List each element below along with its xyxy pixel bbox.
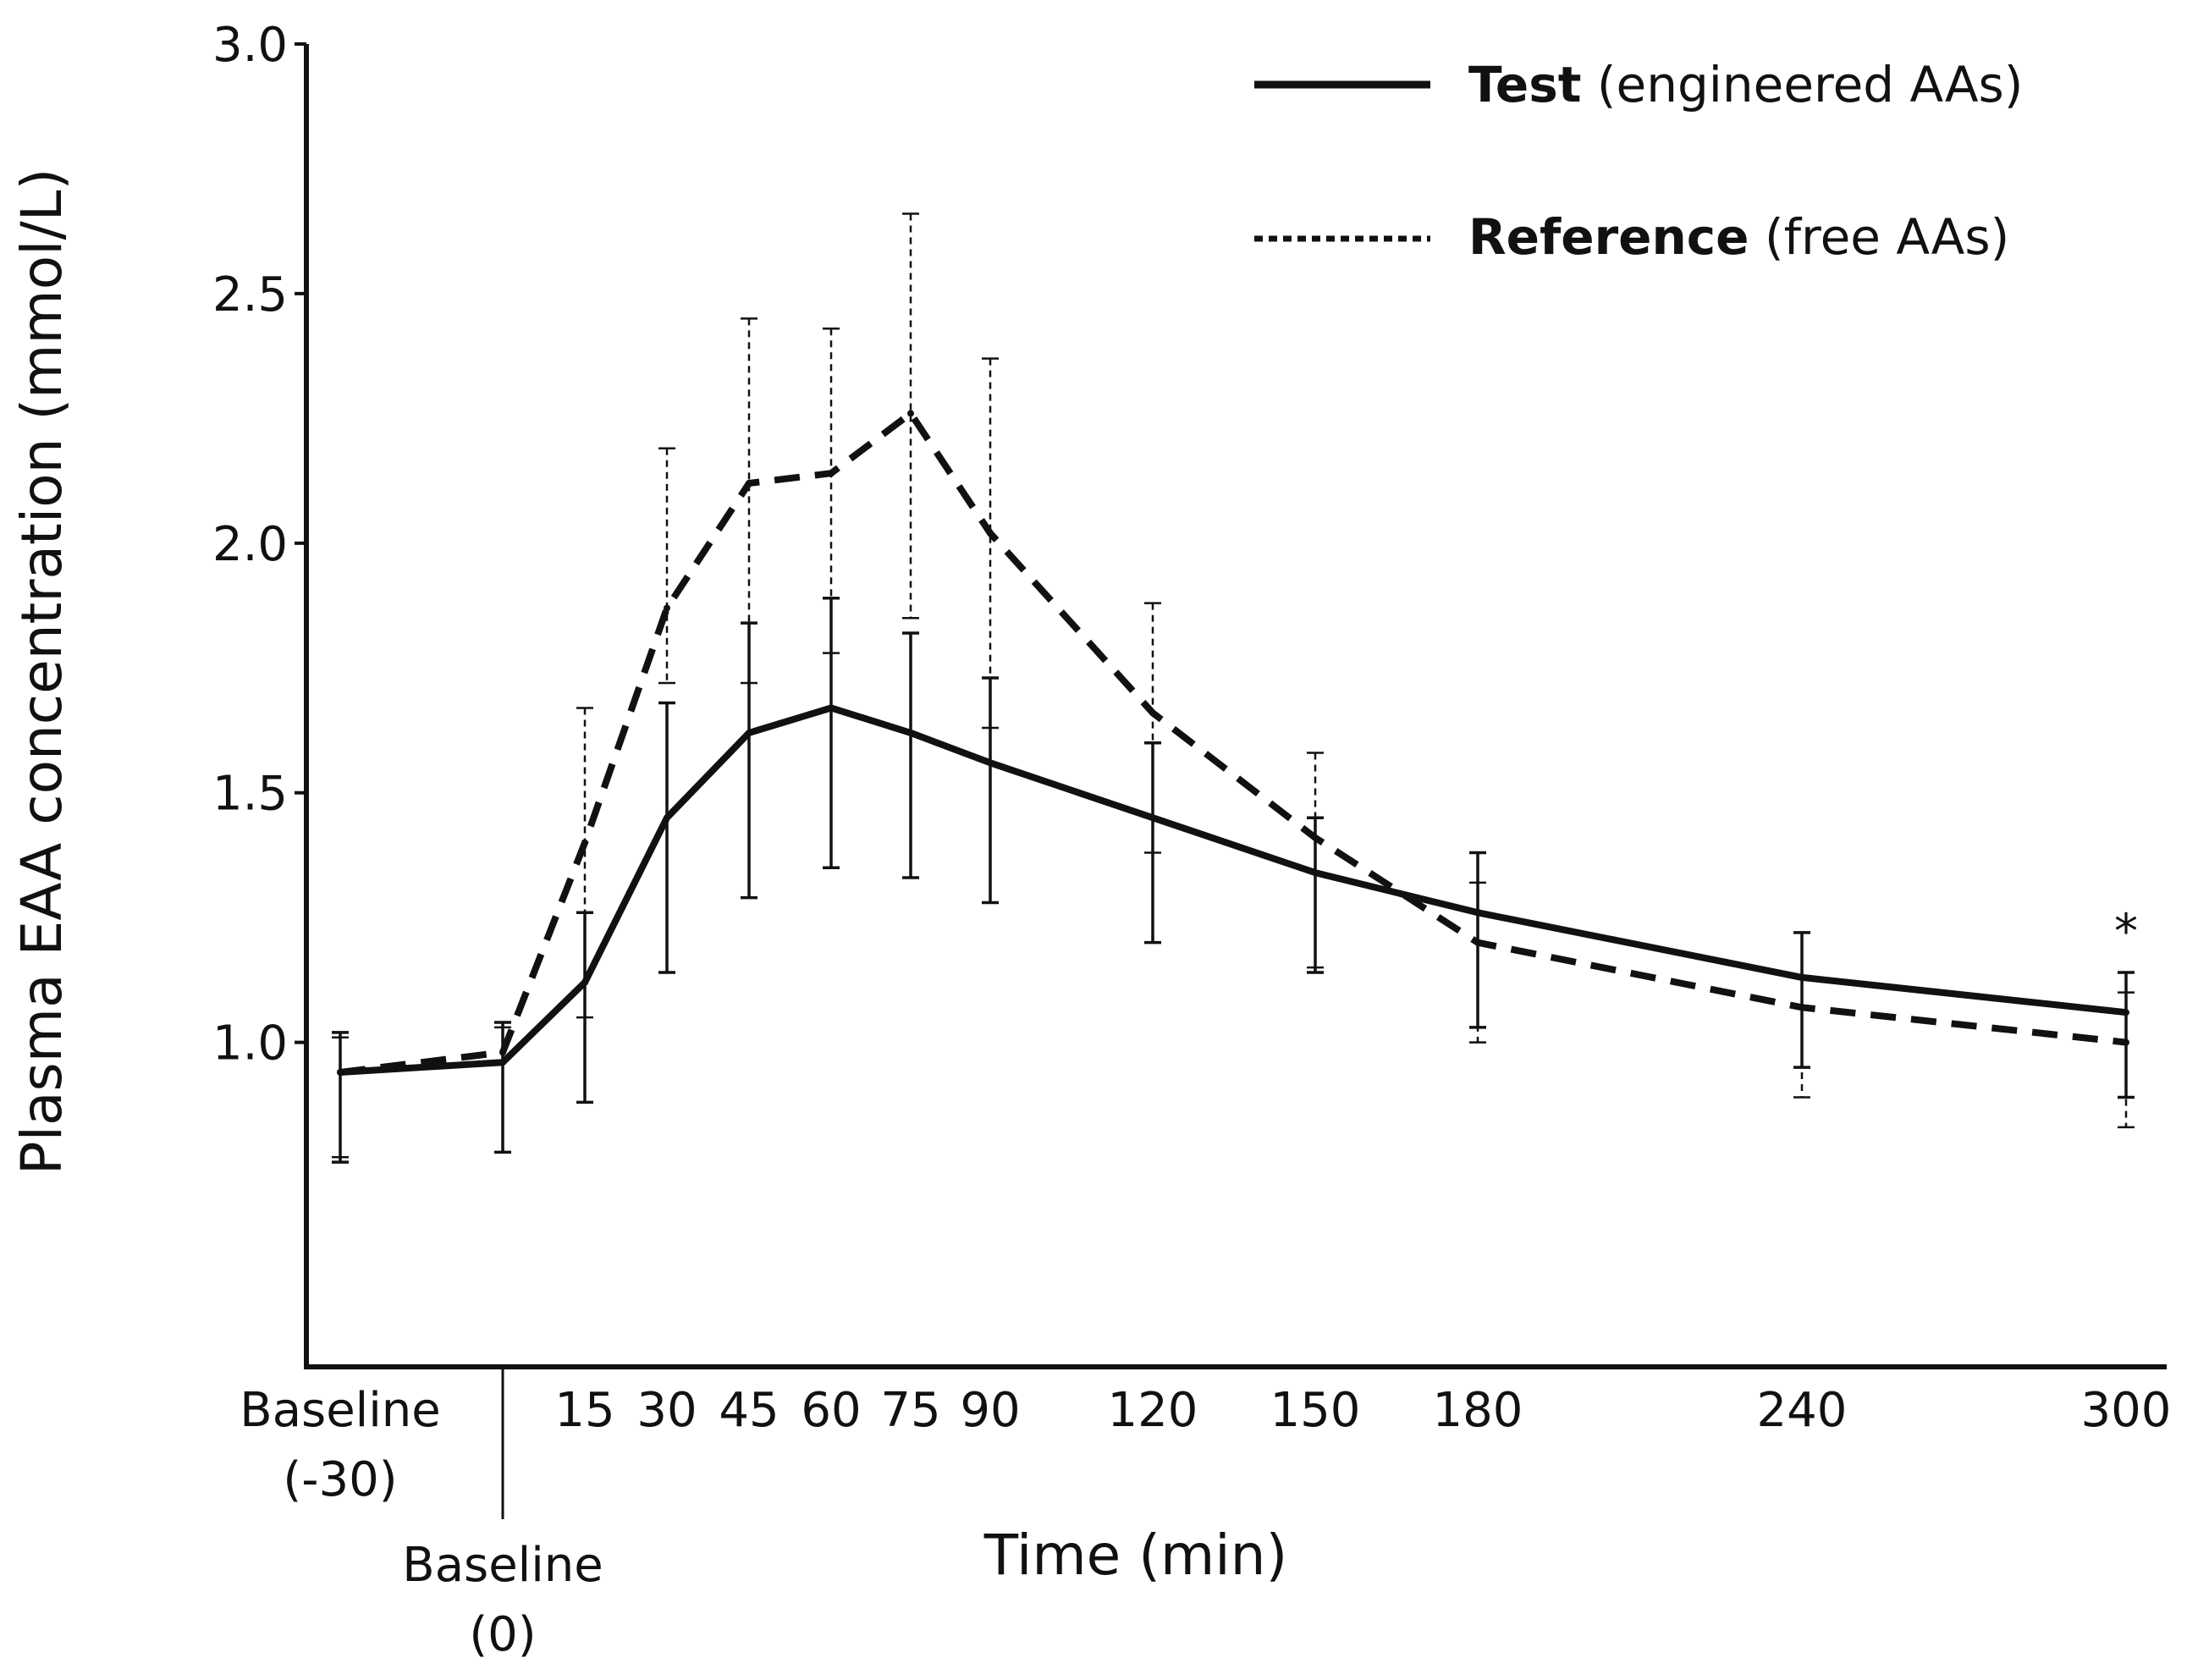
- y-tick-label: 1.5: [212, 767, 288, 822]
- data-point-test: [828, 704, 835, 712]
- x-tick-label-line: 180: [1433, 1383, 1523, 1438]
- x-tick-label: Baseline (-30): [240, 1383, 440, 1507]
- y-tick-label: 3.0: [212, 18, 288, 73]
- x-axis-title: Time (min): [983, 1523, 1287, 1588]
- data-point-reference: [1149, 709, 1156, 717]
- data-point-reference: [2123, 1038, 2129, 1046]
- legend-label-test: Test (engineered AAs): [1468, 56, 2023, 113]
- x-tick-label: 45: [719, 1383, 779, 1438]
- x-tick-label: 15: [554, 1383, 614, 1438]
- legend: Test (engineered AAs) Reference (free AA…: [1254, 56, 2023, 266]
- data-point-test: [2123, 1009, 2129, 1016]
- x-tick-label: 120: [1108, 1383, 1198, 1438]
- data-point-test: [337, 1069, 344, 1077]
- data-point-reference: [1312, 834, 1319, 841]
- x-tick-label-line: 75: [880, 1383, 940, 1438]
- data-point-reference: [1474, 939, 1481, 946]
- legend-label-reference: Reference (free AAs): [1468, 208, 2009, 266]
- y-ticks: 1.0 1.5 2.0 2.5 3.0: [212, 18, 306, 1071]
- x-tick-label-line: Baseline: [240, 1383, 440, 1438]
- x-tick-label: 60: [801, 1383, 861, 1438]
- data-point-test: [1149, 814, 1156, 822]
- x-tick-label: 180: [1433, 1383, 1523, 1438]
- x-ticks: Baseline (-30)Baseline (0)15 30 45 60 75 90 120 1…: [240, 1383, 2171, 1662]
- x-tick-label: Baseline (0): [402, 1538, 603, 1662]
- x-tick-label-line: (-30): [283, 1452, 397, 1507]
- data-point-test: [907, 729, 914, 736]
- x-tick-label-line: 120: [1108, 1383, 1198, 1438]
- axes: [304, 44, 2167, 1519]
- x-tick-label: 300: [2081, 1383, 2172, 1438]
- x-tick-label: 30: [636, 1383, 697, 1438]
- annotations: *: [2114, 905, 2138, 960]
- data-point-reference: [907, 410, 914, 417]
- legend-label-reference-bold: Reference: [1468, 208, 1749, 266]
- y-tick-label: 2.0: [212, 517, 288, 572]
- series-line-test: [339, 704, 2127, 1076]
- x-tick-label: 90: [960, 1383, 1020, 1438]
- x-tick-label-line: 300: [2081, 1383, 2172, 1438]
- legend-label-reference-rest: (free AAs): [1749, 208, 2010, 266]
- x-tick-label-line: (0): [469, 1607, 536, 1662]
- x-tick-label-line: Baseline: [402, 1538, 603, 1593]
- data-point-test: [746, 729, 752, 736]
- data-point-test: [1312, 869, 1319, 877]
- x-tick-label-line: 60: [801, 1383, 861, 1438]
- data-point-reference: [746, 480, 752, 487]
- error-bars: [332, 212, 2135, 1164]
- series-lines: [337, 410, 2129, 1077]
- series-line-reference: [339, 410, 2127, 1076]
- y-axis-title: Plasma EAA concentration (mmol/L): [9, 168, 74, 1175]
- legend-label-test-bold: Test: [1468, 56, 1581, 113]
- significance-marker: *: [2114, 905, 2138, 960]
- data-point-test: [664, 814, 670, 822]
- data-point-test: [581, 978, 588, 986]
- data-point-test: [499, 1059, 506, 1066]
- data-point-test: [1799, 973, 1805, 981]
- x-tick-label-line: 150: [1270, 1383, 1361, 1438]
- x-tick-label-line: 240: [1757, 1383, 1848, 1438]
- x-tick-label-line: 90: [960, 1383, 1020, 1438]
- data-point-test: [987, 759, 994, 767]
- data-point-reference: [581, 839, 588, 846]
- data-point-reference: [828, 470, 835, 477]
- x-tick-label: 75: [880, 1383, 940, 1438]
- x-tick-label: 240: [1757, 1383, 1848, 1438]
- data-point-reference: [987, 530, 994, 537]
- y-tick-label: 2.5: [212, 267, 288, 322]
- data-point-reference: [664, 604, 670, 612]
- x-tick-label-line: 45: [719, 1383, 779, 1438]
- y-tick-label: 1.0: [212, 1016, 288, 1071]
- x-tick-label-line: 30: [636, 1383, 697, 1438]
- data-point-test: [1474, 909, 1481, 917]
- x-tick-label: 150: [1270, 1383, 1361, 1438]
- legend-label-test-rest: (engineered AAs): [1581, 56, 2023, 113]
- data-point-reference: [499, 1049, 506, 1056]
- data-point-reference: [1799, 1004, 1805, 1011]
- x-tick-label-line: 15: [554, 1383, 614, 1438]
